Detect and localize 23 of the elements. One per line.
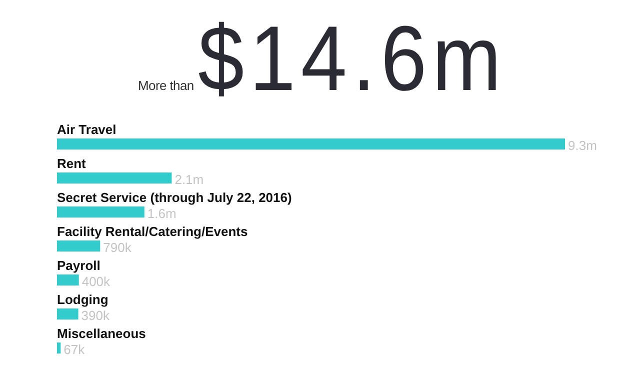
y-tick-label: Miscellaneous — [57, 326, 146, 341]
bar — [57, 206, 144, 218]
bar — [57, 308, 78, 320]
y-tick-label: Lodging — [57, 292, 108, 307]
y-tick-label: Facility Rental/Catering/Events — [57, 224, 248, 239]
y-tick-label: Payroll — [57, 258, 100, 273]
data-label: 400k — [82, 274, 111, 289]
chart-title: $14.6m — [198, 7, 506, 112]
data-label: 790k — [103, 240, 132, 255]
bar — [57, 342, 61, 354]
data-label: 2.1m — [174, 172, 204, 187]
y-tick-label: Rent — [57, 156, 87, 171]
data-label: 390k — [81, 308, 110, 323]
data-label: 67k — [64, 342, 86, 357]
bar — [57, 172, 172, 184]
bar — [57, 138, 565, 150]
y-tick-label: Air Travel — [57, 122, 116, 137]
bar — [57, 274, 79, 286]
chart-subtitle: More than — [138, 78, 194, 93]
data-label: 9.3m — [568, 138, 597, 153]
data-label: 1.6m — [147, 206, 176, 221]
y-tick-label: Secret Service (through July 22, 2016) — [57, 190, 292, 205]
bar — [57, 240, 100, 252]
